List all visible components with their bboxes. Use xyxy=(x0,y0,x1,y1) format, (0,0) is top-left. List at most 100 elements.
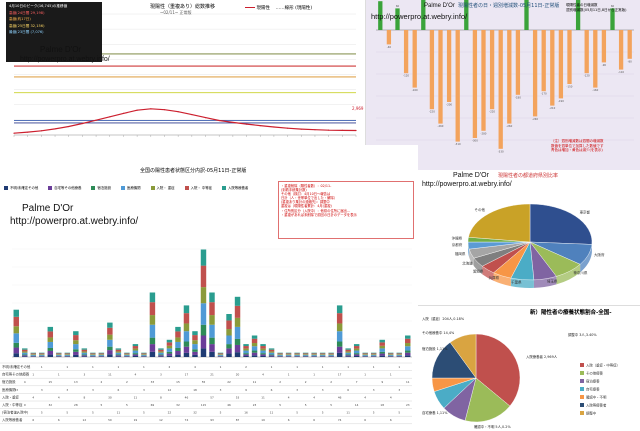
bar-segment xyxy=(115,352,122,355)
bar-segment xyxy=(192,354,198,357)
table-cell: 3 xyxy=(322,388,324,392)
bar xyxy=(541,30,546,92)
data-point xyxy=(355,129,357,132)
bar-segment xyxy=(217,354,224,355)
bar-segment xyxy=(73,331,79,336)
bar-segment xyxy=(268,349,275,352)
bar-segment xyxy=(98,354,105,356)
bar-segment xyxy=(132,350,139,354)
table-cell: 1 xyxy=(66,365,68,369)
bar-segment xyxy=(192,344,198,350)
table-cell: 19 xyxy=(261,418,265,422)
data-label: -220 xyxy=(489,110,495,114)
brand-url[interactable]: http://powerpro.at.webry.info/ xyxy=(371,12,468,21)
bar-segment xyxy=(251,350,258,353)
bar xyxy=(481,30,486,131)
table-cell: 3 xyxy=(398,388,400,392)
bar-segment xyxy=(64,353,71,355)
bar-segment xyxy=(90,354,96,356)
table-cell: 6 xyxy=(390,418,392,422)
bar-segment xyxy=(336,331,343,342)
table-cell: 1 xyxy=(117,365,119,369)
bar-segment xyxy=(30,354,36,356)
pie-label: 大阪府 xyxy=(594,252,605,257)
table-cell: 1 xyxy=(364,373,366,377)
legend-swatch xyxy=(91,186,96,190)
bar-segment xyxy=(353,344,360,347)
bar-segment xyxy=(388,354,394,355)
legend-label: 自宅療養 xyxy=(586,387,600,392)
bar xyxy=(550,30,555,106)
data-point xyxy=(273,126,275,128)
pie-label: 愛知県 xyxy=(473,268,484,273)
note-box: （注）週別増減数は週間の増減数 数値を週単位で加算した数値です 青色は増加・黄色… xyxy=(551,139,637,153)
bar-segment xyxy=(13,347,19,354)
pie-data-label: 自宅療養 1,11% xyxy=(422,410,448,415)
table-cell: 5 xyxy=(100,403,102,407)
table-cell: 20 xyxy=(236,373,240,377)
bar-segment xyxy=(319,353,326,355)
table-cell: 3 xyxy=(373,388,375,392)
table-cell: 6 xyxy=(364,418,366,422)
bar-segment xyxy=(158,351,164,353)
bar-segment xyxy=(90,356,96,357)
bar-segment xyxy=(353,355,360,357)
bar-segment xyxy=(22,348,28,350)
data-point xyxy=(245,123,248,125)
bar-segment xyxy=(379,345,385,349)
table-cell: 3 xyxy=(220,388,222,392)
bar xyxy=(395,8,400,30)
bar-segment xyxy=(183,346,190,353)
table-cell: 4 xyxy=(32,395,34,399)
data-label: -40 xyxy=(387,45,392,49)
bar-segment xyxy=(234,317,241,327)
bar-segment xyxy=(362,354,368,355)
bar-segment xyxy=(285,356,292,357)
bar-segment xyxy=(396,353,402,355)
bar-segment xyxy=(302,354,309,355)
bar-segment xyxy=(73,335,79,341)
bar-segment xyxy=(30,353,36,355)
legend-label: 入院（重症・中等症） xyxy=(586,363,620,368)
bar-segment xyxy=(64,354,71,356)
bar-segment xyxy=(328,354,334,356)
bar-segment xyxy=(13,353,19,357)
brand-url[interactable]: http://powerpro.at.webry.info/ xyxy=(10,216,139,227)
bar-segment xyxy=(277,354,283,355)
table-cell: 1 xyxy=(271,365,273,369)
data-point xyxy=(81,122,83,125)
bar-segment xyxy=(285,354,292,355)
table-cell: 74 xyxy=(185,418,189,422)
brand-name: Palme D'Or xyxy=(453,172,489,179)
bar-segment xyxy=(73,344,79,350)
bar-segment xyxy=(107,346,113,351)
bar-segment xyxy=(200,265,207,288)
table-cell: 69 xyxy=(151,403,155,407)
brand-name: Palme D'Or xyxy=(40,45,82,54)
bar-segment xyxy=(345,352,351,355)
bar-segment xyxy=(209,351,215,357)
bar-segment xyxy=(209,315,215,325)
table-cell: 33 xyxy=(14,388,18,392)
table-row-label: (宿泊者は入院中) xyxy=(2,410,29,415)
bar-segment xyxy=(166,348,173,352)
bar-segment xyxy=(226,335,232,345)
bar-segment xyxy=(132,353,139,355)
note-line: その他（検討：4月10日～報告は xyxy=(281,192,331,197)
bar-segment xyxy=(311,352,317,354)
chart-title: 現陽性者の都道府県別比率 xyxy=(498,173,559,179)
bar-segment xyxy=(294,356,300,357)
bar-segment xyxy=(98,352,105,354)
bar-segment xyxy=(166,353,173,356)
pie-slice xyxy=(529,203,593,245)
table-cell: 18 xyxy=(380,403,384,407)
bar-segment xyxy=(209,337,215,345)
brand-url[interactable]: http://powerpro.at.webry.info/ xyxy=(20,56,110,63)
bar-segment xyxy=(98,356,105,357)
note-line: 数値を週単位で加算した数値です xyxy=(551,143,604,148)
table-cell: 2 xyxy=(279,380,281,384)
brand-url[interactable]: http://powerpro.at.webry.info/ xyxy=(422,181,512,188)
table-cell: 12 xyxy=(159,418,163,422)
bar-segment xyxy=(192,335,198,341)
table-cell: 3 xyxy=(160,373,162,377)
